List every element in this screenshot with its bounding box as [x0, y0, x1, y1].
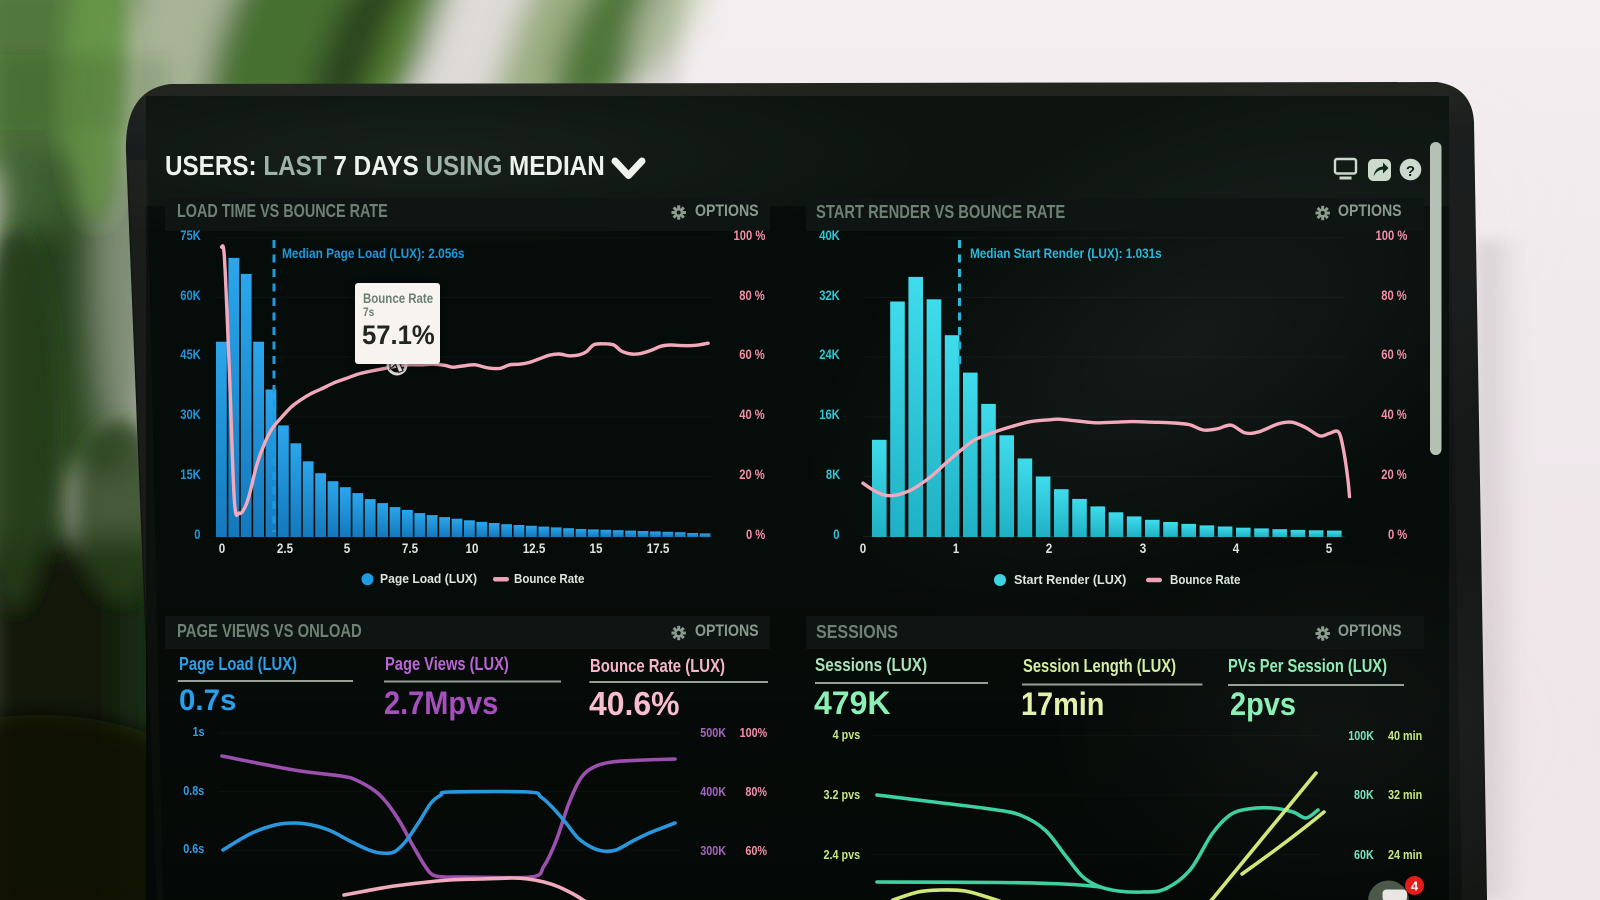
svg-text:?: ?	[1406, 163, 1415, 180]
svg-text:4: 4	[1411, 879, 1419, 894]
